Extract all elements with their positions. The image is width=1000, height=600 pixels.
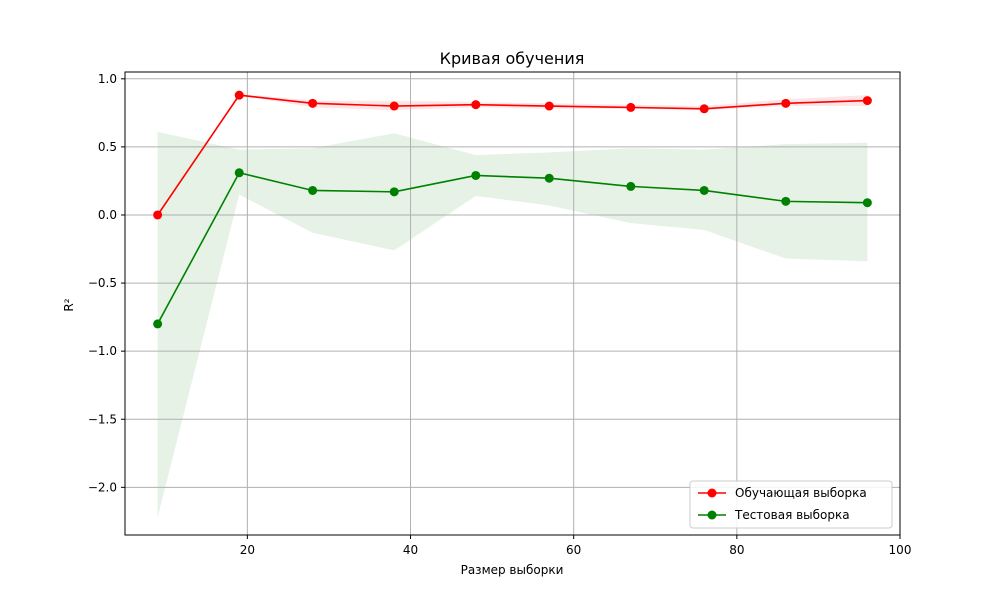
y-tick-label: −2.0 (88, 480, 117, 494)
data-point-test (234, 168, 244, 178)
data-point-test (699, 185, 709, 195)
x-tick-label: 100 (889, 543, 912, 557)
data-point-train (471, 100, 481, 110)
data-point-train (626, 102, 636, 112)
legend-label-train: Обучающая выборка (735, 486, 867, 500)
axes-frame (124, 71, 901, 536)
legend-box (689, 480, 893, 529)
data-point-test (862, 198, 872, 208)
series-line-train (156, 94, 868, 216)
data-point-test (153, 319, 163, 329)
x-tick-label: 40 (403, 543, 418, 557)
series-line-test (156, 171, 868, 325)
data-point-test (308, 185, 318, 195)
legend-label-test: Тестовая выборка (734, 508, 850, 522)
data-point-train (781, 98, 791, 108)
chart-title: Кривая обучения (440, 49, 585, 68)
confidence-band-train (157, 93, 868, 215)
data-point-test (471, 170, 481, 180)
plot-area: 20 40 60 80 100 −2.0 −1.5 −1.0 −0.5 0.0 0.5 1.0 (88, 71, 912, 557)
data-point-test (544, 173, 554, 183)
data-point-test (389, 187, 399, 197)
data-point-train (862, 96, 872, 106)
x-axis-title: Размер выборки (461, 563, 564, 577)
x-tick-label: 80 (729, 543, 744, 557)
legend: Обучающая выборка Тестовая выборка (689, 480, 893, 529)
data-point-train (544, 101, 554, 111)
x-tick-label: 20 (240, 543, 255, 557)
y-tick-label: 1.0 (98, 72, 117, 86)
y-tick-label: −1.0 (88, 344, 117, 358)
data-point-train (153, 210, 163, 220)
y-tick-label: 0.0 (98, 208, 117, 222)
x-tick-label: 60 (566, 543, 581, 557)
y-axis-title: R² (62, 298, 76, 311)
y-tick-label: −1.5 (88, 412, 117, 426)
y-tick-label: 0.5 (98, 140, 117, 154)
confidence-band-test (157, 131, 868, 518)
data-point-train (308, 98, 318, 108)
data-point-test (626, 181, 636, 191)
legend-marker-train (707, 488, 717, 498)
y-tick-label: −0.5 (88, 276, 117, 290)
data-point-test (781, 196, 791, 206)
data-point-train (389, 101, 399, 111)
data-point-train (234, 90, 244, 100)
legend-marker-test (707, 510, 717, 520)
data-point-train (699, 104, 709, 114)
